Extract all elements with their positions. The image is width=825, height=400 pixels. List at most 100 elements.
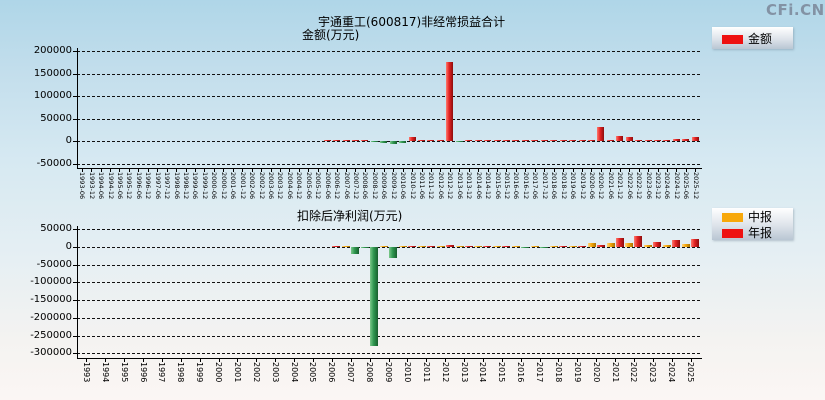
x-axis-tick xyxy=(525,169,527,172)
x-axis-label: 2009-12 xyxy=(389,172,398,200)
x-axis-label: 2015-12 xyxy=(502,172,511,200)
x-axis-tick xyxy=(648,169,650,172)
x-axis-label: 2016 xyxy=(516,362,526,383)
x-axis-tick xyxy=(633,359,635,362)
x-axis-label: 2001-06 xyxy=(229,172,238,200)
年报-bar xyxy=(691,238,700,247)
x-axis-label: 2005-06 xyxy=(304,172,313,200)
金额-bar xyxy=(446,62,454,141)
x-axis-tick xyxy=(275,359,277,362)
x-axis-tick xyxy=(558,359,560,362)
金额-bar xyxy=(682,138,690,141)
x-axis-line xyxy=(77,168,702,169)
x-axis-tick xyxy=(232,169,234,172)
bottom-chart-title: 扣除后净利润(万元) xyxy=(297,209,403,223)
x-axis-label: 2007-12 xyxy=(351,172,360,200)
y-axis-label: 100000 xyxy=(33,90,72,101)
中报-bar xyxy=(342,245,351,247)
x-axis-label: 2022 xyxy=(629,362,639,383)
x-axis-label: 1994 xyxy=(100,362,110,383)
x-axis-label: 2023 xyxy=(648,362,658,383)
legend-swatch-interim-report xyxy=(722,213,743,222)
x-axis-label: 1995-06 xyxy=(115,172,124,200)
y-axis-label: -200000 xyxy=(30,311,72,323)
金额-bar xyxy=(635,139,643,141)
x-axis-tick xyxy=(695,169,697,172)
金额-bar xyxy=(380,141,388,144)
x-axis-label: 2011-06 xyxy=(418,172,427,200)
x-axis-label: 1998-12 xyxy=(182,172,191,200)
x-axis-label: 2013-12 xyxy=(465,172,474,200)
x-axis-tick xyxy=(331,359,333,362)
site-logo[interactable]: CFi.CN xyxy=(766,1,825,19)
y-axis-tick xyxy=(73,282,77,284)
grid-line xyxy=(77,141,700,142)
年报-bar xyxy=(370,247,379,347)
x-axis-label: 2000-06 xyxy=(210,172,219,200)
年报-bar xyxy=(653,242,662,247)
x-axis-label: 2016-06 xyxy=(512,172,521,200)
x-axis-tick xyxy=(482,359,484,362)
金额-bar xyxy=(654,140,662,141)
x-axis-tick xyxy=(553,169,555,172)
中报-bar xyxy=(380,246,388,247)
中报-bar xyxy=(531,246,540,247)
y-axis-tick xyxy=(73,264,77,266)
x-axis-label: 2010-06 xyxy=(399,172,408,200)
x-axis-label: 2024-12 xyxy=(672,172,681,200)
金额-bar xyxy=(399,141,407,143)
x-axis-tick xyxy=(166,169,168,172)
x-axis-label: 1996-06 xyxy=(134,172,143,200)
x-axis-label: 2001-12 xyxy=(238,172,247,200)
x-axis-tick xyxy=(110,169,112,172)
x-axis-tick xyxy=(610,169,612,172)
x-axis-label: 2019-06 xyxy=(569,172,578,200)
年报-bar xyxy=(615,238,624,247)
x-axis-label: 2014 xyxy=(478,362,488,383)
x-axis-label: 2018-06 xyxy=(550,172,559,200)
金额-bar xyxy=(502,140,510,141)
x-axis-label: 2006-06 xyxy=(323,172,332,200)
年报-bar xyxy=(351,247,360,255)
x-axis-label: 2021 xyxy=(610,362,620,383)
x-axis-tick xyxy=(393,169,395,172)
y-axis-label: -150000 xyxy=(30,294,72,306)
中报-bar xyxy=(625,243,634,247)
金额-bar xyxy=(342,140,350,141)
y-axis-label: -250000 xyxy=(30,329,72,341)
x-axis-tick xyxy=(468,169,470,172)
金额-bar xyxy=(625,137,633,141)
金额-bar xyxy=(531,140,539,141)
y-axis-label: 200000 xyxy=(33,45,72,56)
金额-bar xyxy=(691,136,699,141)
x-axis-tick xyxy=(161,359,163,362)
y-axis-label: 50000 xyxy=(40,112,72,124)
y-axis-label: -100000 xyxy=(30,276,72,288)
x-axis-tick xyxy=(445,359,447,362)
金额-bar xyxy=(550,140,558,141)
x-axis-label: 2016-12 xyxy=(521,172,530,200)
x-axis-tick xyxy=(298,169,300,172)
x-axis-tick xyxy=(289,169,291,172)
x-axis-label: 2001 xyxy=(232,362,242,383)
legend-item-annual-report: 年报 xyxy=(712,227,793,240)
年报-bar xyxy=(389,247,397,258)
y-axis-tick xyxy=(73,335,77,337)
年报-bar xyxy=(483,246,492,247)
金额-bar xyxy=(333,140,341,141)
grid-line xyxy=(77,51,700,52)
y-axis-tick xyxy=(73,300,77,302)
grid-line xyxy=(77,317,700,319)
x-axis-tick xyxy=(501,359,503,362)
y-axis-label: 0 xyxy=(65,135,72,146)
x-axis-label: 2011-12 xyxy=(427,172,436,200)
grid-line xyxy=(77,73,700,75)
金额-bar xyxy=(578,140,586,141)
y-axis-line xyxy=(77,48,78,168)
x-axis-label: 2003 xyxy=(270,362,280,383)
x-axis-label: 2017-06 xyxy=(531,172,540,200)
x-axis-tick xyxy=(685,169,687,172)
x-axis-label: 2024 xyxy=(667,362,677,383)
y-axis-label: -50000 xyxy=(36,157,72,169)
x-axis-tick xyxy=(582,169,583,172)
